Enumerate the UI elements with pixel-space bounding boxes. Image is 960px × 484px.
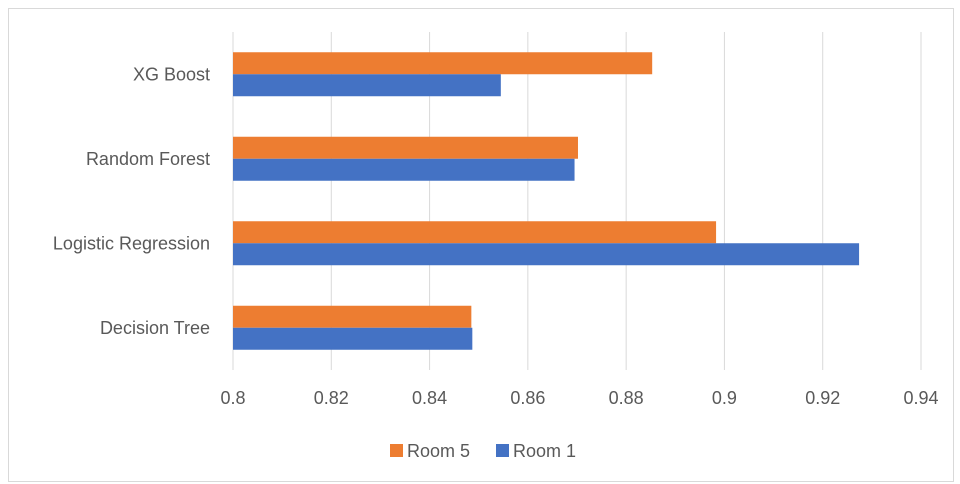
x-tick-label: 0.86 [510, 388, 545, 408]
bar-room-1-logistic-regression [233, 243, 860, 266]
bar-room-5-random-forest [233, 136, 578, 159]
bar-room-1-random-forest [233, 158, 575, 181]
x-tick-label: 0.88 [609, 388, 644, 408]
bar-room-1-xg-boost [233, 74, 501, 97]
category-label: Logistic Regression [53, 233, 210, 253]
bar-room-5-xg-boost [233, 52, 653, 75]
legend-label: Room 5 [407, 441, 470, 461]
legend: Room 5 Room 1 [390, 441, 576, 461]
x-tick-label: 0.94 [903, 388, 938, 408]
legend-swatch [496, 444, 509, 457]
bar-room-5-logistic-regression [233, 221, 717, 244]
bars [233, 52, 860, 350]
legend-label: Room 1 [513, 441, 576, 461]
x-tick-label: 0.84 [412, 388, 447, 408]
bar-room-5-decision-tree [233, 305, 472, 328]
x-axis-ticks: 0.8 0.82 0.84 0.86 0.88 0.9 0.92 0.94 [220, 388, 938, 408]
category-labels: Decision Tree Logistic Regression Random F… [53, 64, 210, 338]
legend-swatch [390, 444, 403, 457]
category-label: XG Boost [133, 64, 210, 84]
category-label: Random Forest [86, 149, 210, 169]
bar-room-1-decision-tree [233, 327, 473, 350]
x-tick-label: 0.9 [712, 388, 737, 408]
x-tick-label: 0.8 [220, 388, 245, 408]
x-tick-label: 0.82 [314, 388, 349, 408]
category-label: Decision Tree [100, 318, 210, 338]
x-tick-label: 0.92 [805, 388, 840, 408]
